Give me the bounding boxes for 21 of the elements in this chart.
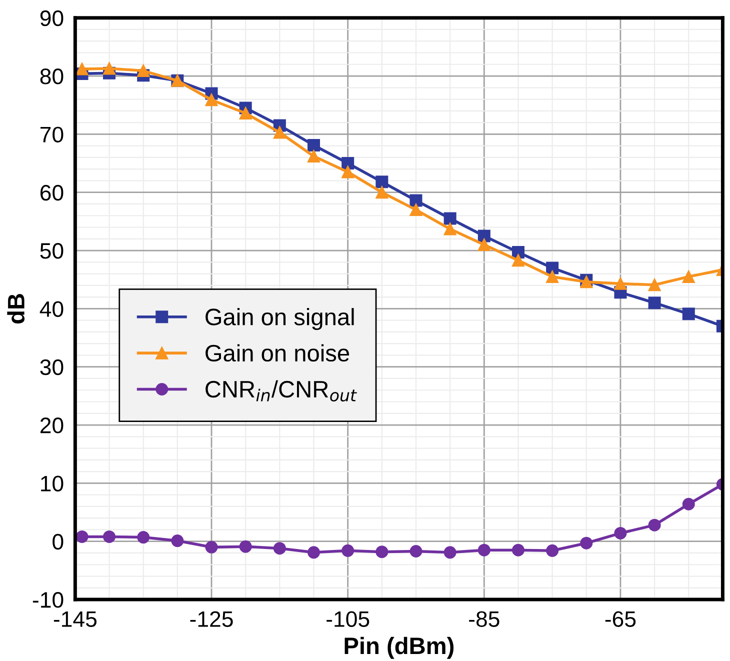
legend-label: Gain on signal <box>206 308 354 330</box>
y-tick-label: 80 <box>40 68 64 84</box>
x-tick-label: -85 <box>469 611 500 627</box>
y-tick-label: 10 <box>41 476 64 492</box>
y-tick-label: 20 <box>40 418 64 434</box>
y-tick-label: 30 <box>40 359 64 376</box>
y-tick-label: 90 <box>40 10 64 26</box>
legend-label: CNR$_{in}$/CNR$_{out}$ <box>206 380 357 402</box>
x-tick-label: -105 <box>326 611 370 627</box>
y-tick-label: 50 <box>40 243 64 259</box>
x-tick-label: -65 <box>605 611 636 627</box>
y-tick-label: 60 <box>40 184 64 201</box>
legend-label: Gain on noise <box>206 344 350 362</box>
y-axis-title: dB <box>7 294 25 324</box>
y-tick-label: 40 <box>40 301 64 317</box>
y-tick-label: -10 <box>32 592 64 608</box>
x-axis-title: Pin (dBm) <box>344 636 454 659</box>
x-tick-label: -145 <box>54 611 96 627</box>
y-tick-label: 70 <box>40 126 64 142</box>
y-tick-label: 0 <box>52 534 64 550</box>
x-tick-label: -125 <box>190 611 233 627</box>
